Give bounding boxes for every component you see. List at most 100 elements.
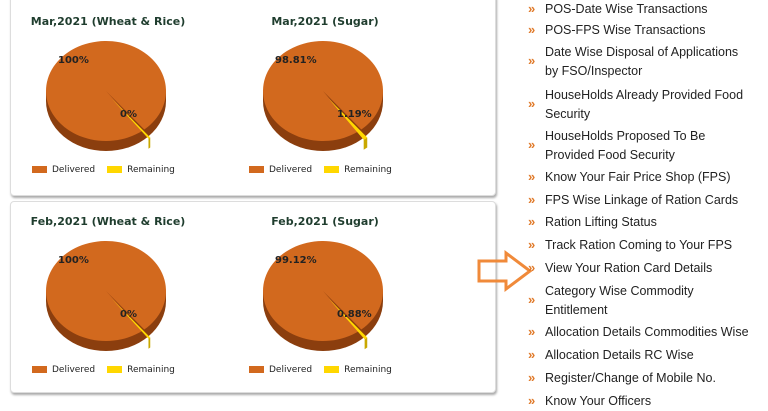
chevron-double-right-icon: » <box>528 370 536 385</box>
legend-swatch <box>324 366 340 373</box>
quick-link-label: FPS Wise Linkage of Ration Cards <box>545 193 739 207</box>
pie-slice-delivered[interactable] <box>45 241 166 341</box>
quick-link[interactable]: » Know Your Officers <box>528 392 651 411</box>
legend-label: Remaining <box>344 365 392 375</box>
chevron-double-right-icon: » <box>528 292 536 308</box>
chevron-double-right-icon: » <box>528 324 536 339</box>
chart-title: Mar,2021 (Wheat & Rice) <box>30 15 186 28</box>
chart-legend: Delivered Remaining <box>249 365 392 375</box>
quick-link-label: Know Your Officers <box>545 394 652 408</box>
quick-link[interactable]: » Track Ration Coming to Your FPS <box>528 236 732 255</box>
legend-label: Remaining <box>127 165 175 175</box>
quick-link-label: Allocation Details Commodities Wise <box>545 325 749 339</box>
legend-swatch <box>324 166 340 173</box>
chevron-double-right-icon: » <box>528 53 536 69</box>
quick-link-label: POS-FPS Wise Transactions <box>545 23 706 37</box>
quick-link[interactable]: » Category Wise Commodity Entitlement <box>528 282 694 319</box>
legend-label: Remaining <box>344 165 392 175</box>
legend-swatch <box>107 166 123 173</box>
quick-link-label: Track Ration Coming to Your FPS <box>545 238 733 252</box>
legend-item-remaining[interactable]: Remaining <box>107 165 175 175</box>
chart-title: Feb,2021 (Wheat & Rice) <box>30 215 186 228</box>
quick-link-label: Date Wise Disposal of Applications by FSO… <box>545 45 739 78</box>
legend-label: Remaining <box>127 365 175 375</box>
chevron-double-right-icon: » <box>528 347 536 362</box>
legend-item-remaining[interactable]: Remaining <box>324 165 392 175</box>
quick-link[interactable]: » Date Wise Disposal of Applications by FS… <box>528 43 738 80</box>
quick-link-label: Ration Lifting Status <box>545 215 657 229</box>
quick-link[interactable]: » POS-FPS Wise Transactions <box>528 21 705 40</box>
data-label-remaining: 0.88% <box>337 309 372 320</box>
chart-title: Mar,2021 (Sugar) <box>271 15 379 28</box>
pie-slice-remaining[interactable] <box>112 99 151 139</box>
chevron-double-right-icon: » <box>528 96 536 112</box>
data-label-delivered: 100% <box>58 55 89 66</box>
legend-swatch <box>249 366 264 373</box>
data-label-delivered: 99.12% <box>275 255 317 266</box>
arrow-pointer-icon <box>477 250 533 292</box>
chart-panel-february: Feb,2021 (Wheat & Rice) 100% 0% Delivered R… <box>10 201 496 393</box>
chevron-double-right-icon: » <box>528 214 536 229</box>
data-label-remaining: 0% <box>120 309 137 320</box>
pie-chart-mar-sugar: Mar,2021 (Sugar) 98.81% 1.19% Delivered Rem… <box>235 1 445 191</box>
pie-slice-remaining-side <box>363 137 368 150</box>
pie-slice-delivered[interactable] <box>45 41 166 142</box>
quick-link[interactable]: » Allocation Details RC Wise <box>528 346 694 365</box>
legend-item-delivered[interactable]: Delivered <box>249 165 312 175</box>
chart-panel-march: Mar,2021 (Wheat & Rice) 100% 0% Delivered R… <box>10 0 496 196</box>
quick-link-label: Register/Change of Mobile No. <box>545 371 716 385</box>
legend-swatch <box>32 166 47 173</box>
pie-slice-remaining[interactable] <box>329 299 368 340</box>
data-label-delivered: 100% <box>58 255 89 266</box>
quick-link[interactable]: » POS-Date Wise Transactions <box>528 0 708 19</box>
pie-slice-remaining-side <box>148 337 151 349</box>
quick-link-label: Category Wise Commodity Entitlement <box>545 284 694 317</box>
legend-label: Delivered <box>269 365 313 375</box>
legend-item-remaining[interactable]: Remaining <box>107 365 175 375</box>
pie-slice-remaining-side <box>148 137 151 149</box>
chevron-double-right-icon: » <box>528 137 536 153</box>
quick-link-label: Allocation Details RC Wise <box>545 348 694 362</box>
quick-link[interactable]: » HouseHolds Proposed To Be Provided Food … <box>528 127 705 164</box>
pie-chart-feb-sugar: Feb,2021 (Sugar) 99.12% 0.88% Delivered Rem… <box>235 201 445 391</box>
chevron-double-right-icon: » <box>528 169 536 184</box>
quick-link-label: Know Your Fair Price Shop (FPS) <box>545 170 731 184</box>
quick-link[interactable]: » Ration Lifting Status <box>528 213 657 232</box>
chart-legend: Delivered Remaining <box>32 165 175 175</box>
quick-link[interactable]: » View Your Ration Card Details <box>528 259 712 278</box>
legend-swatch <box>249 166 264 173</box>
quick-link[interactable]: » FPS Wise Linkage of Ration Cards <box>528 191 738 210</box>
data-label-remaining: 0% <box>120 109 137 120</box>
legend-label: Delivered <box>52 165 96 175</box>
legend-label: Delivered <box>52 365 96 375</box>
quick-link-label: POS-Date Wise Transactions <box>545 2 708 16</box>
quick-link-label: View Your Ration Card Details <box>545 261 713 275</box>
quick-link[interactable]: » Register/Change of Mobile No. <box>528 369 716 388</box>
pie-slice-remaining[interactable] <box>329 99 368 140</box>
legend-item-delivered[interactable]: Delivered <box>32 165 95 175</box>
quick-link[interactable]: » HouseHolds Already Provided Food Securit… <box>528 86 743 123</box>
chart-legend: Delivered Remaining <box>249 165 392 175</box>
legend-item-delivered[interactable]: Delivered <box>32 365 95 375</box>
chevron-double-right-icon: » <box>528 237 536 252</box>
chevron-double-right-icon: » <box>528 393 536 408</box>
pie-slice-delivered[interactable] <box>263 40 384 141</box>
legend-swatch <box>32 366 47 373</box>
quick-link-label: HouseHolds Proposed To Be Provided Food S… <box>545 129 706 162</box>
pie-chart-mar-wheat-rice: Mar,2021 (Wheat & Rice) 100% 0% Delivered R… <box>18 1 228 191</box>
chevron-double-right-icon: » <box>528 192 536 207</box>
pie-slice-delivered[interactable] <box>262 241 383 342</box>
legend-item-delivered[interactable]: Delivered <box>249 365 312 375</box>
legend-label: Delivered <box>269 165 313 175</box>
quick-link-label: HouseHolds Already Provided Food Security <box>545 88 744 121</box>
quick-link[interactable]: » Know Your Fair Price Shop (FPS) <box>528 168 731 187</box>
pie-slice-remaining-side <box>364 337 368 350</box>
legend-item-remaining[interactable]: Remaining <box>324 365 392 375</box>
chart-legend: Delivered Remaining <box>32 365 175 375</box>
chevron-double-right-icon: » <box>528 22 536 37</box>
data-label-delivered: 98.81% <box>275 55 317 66</box>
pie-slice-remaining[interactable] <box>112 299 151 339</box>
pie-chart-feb-wheat-rice: Feb,2021 (Wheat & Rice) 100% 0% Delivered R… <box>18 201 228 391</box>
quick-link[interactable]: » Allocation Details Commodities Wise <box>528 323 749 342</box>
chevron-double-right-icon: » <box>528 260 536 275</box>
